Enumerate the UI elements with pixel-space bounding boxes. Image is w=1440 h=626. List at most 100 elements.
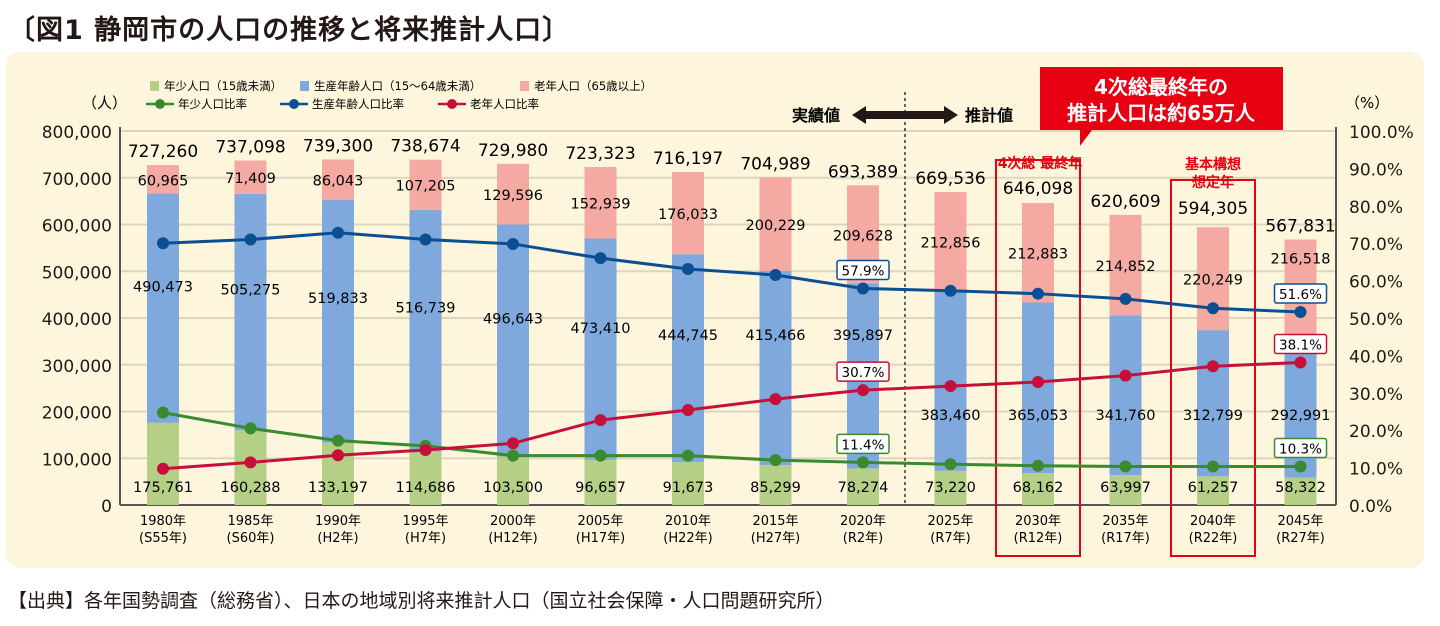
- highlight-box-2030: [995, 159, 1081, 557]
- young-value-label: 68,162: [1013, 480, 1064, 496]
- old-value-label: 220,249: [1183, 273, 1243, 289]
- y2-tick-label: 20.0%: [1349, 422, 1403, 442]
- legend-label: 老年人口（65歳以上）: [534, 79, 652, 93]
- bar-segment: [1109, 475, 1142, 505]
- x-tick-label: 2020年: [840, 514, 886, 529]
- old-value-label: 60,965: [138, 173, 189, 189]
- young-value-label: 96,657: [575, 480, 626, 496]
- x-tick-sublabel: (R7年): [930, 531, 970, 546]
- x-tick-label: 2005年: [577, 514, 623, 529]
- legend-label: 年少人口（15歳未満）: [164, 79, 282, 93]
- old-value-label: 152,939: [571, 197, 631, 213]
- old-value-label: 214,852: [1096, 259, 1156, 275]
- callout-pointer: [1080, 130, 1092, 146]
- young-value-label: 73,220: [925, 480, 976, 496]
- legend-swatch: [150, 81, 159, 91]
- ratio-point: [682, 449, 694, 462]
- ratio-point: [857, 384, 869, 397]
- x-tick-sublabel: (R17年): [1101, 531, 1150, 546]
- legend-label: 生産年齢人口比率: [312, 97, 404, 111]
- working-value-label: 395,897: [833, 328, 893, 344]
- ratio-highlight-label: 51.6%: [1279, 287, 1322, 303]
- bar-segment: [234, 193, 267, 431]
- bar-segment: [497, 224, 529, 457]
- total-label: 704,989: [740, 154, 810, 174]
- legend-label: 年少人口比率: [178, 97, 247, 111]
- x-tick-sublabel: (H17年): [576, 531, 625, 546]
- x-tick-label: 2010年: [665, 514, 711, 529]
- bar-segment: [934, 191, 967, 292]
- ratio-line: [162, 411, 1301, 468]
- total-label: 716,197: [653, 149, 723, 169]
- young-value-label: 175,761: [133, 480, 193, 496]
- bar-segment: [584, 238, 617, 460]
- x-tick-sublabel: (S55年): [139, 531, 187, 546]
- ratio-point: [157, 237, 169, 250]
- young-value-label: 78,274: [838, 480, 889, 496]
- bar-segment: [147, 165, 179, 194]
- ratio-point: [507, 437, 519, 450]
- total-label: 737,098: [215, 137, 285, 157]
- y2-tick-label: 80.0%: [1349, 198, 1403, 218]
- total-label: 594,305: [1178, 199, 1248, 219]
- bar-segment: [759, 270, 792, 466]
- bar-segment: [759, 465, 792, 505]
- young-value-label: 103,500: [483, 480, 543, 496]
- ratio-line: [162, 231, 1301, 314]
- young-value-label: 63,997: [1100, 480, 1151, 496]
- bar-segment: [322, 159, 354, 200]
- ratio-point: [1207, 460, 1219, 473]
- ratio-point: [332, 226, 344, 239]
- ratio-point: [1032, 375, 1044, 388]
- x-tick-label: 2030年: [1015, 514, 1061, 529]
- x-tick-sublabel: (S60年): [227, 531, 275, 546]
- ratio-point: [1119, 292, 1132, 305]
- ratio-point: [244, 233, 257, 246]
- ratio-point: [1294, 460, 1307, 473]
- bar-segment: [234, 160, 267, 194]
- working-value-label: 505,275: [221, 282, 281, 298]
- ratio-highlight-label: 10.3%: [1279, 441, 1322, 457]
- young-value-label: 61,257: [1188, 480, 1239, 496]
- x-tick-label: 2025年: [927, 514, 973, 529]
- ratio-highlight-box: [1273, 437, 1328, 459]
- bar-segment: [497, 163, 529, 225]
- bar-segment: [672, 462, 704, 505]
- ratio-point: [857, 282, 869, 295]
- box-2030-label: 4次総 最終年: [998, 155, 1083, 172]
- x-tick-sublabel: (H12年): [488, 531, 537, 546]
- y-tick-label: 800,000: [42, 123, 112, 143]
- ratio-point: [332, 434, 344, 447]
- y2-tick-label: 10.0%: [1349, 460, 1403, 480]
- total-label: 729,980: [478, 141, 548, 161]
- ratio-highlight-box: [1273, 283, 1328, 304]
- young-value-label: 91,673: [663, 480, 714, 496]
- ratio-point: [332, 449, 344, 462]
- total-label: 567,831: [1265, 217, 1335, 237]
- x-tick-label: 2045年: [1277, 514, 1323, 529]
- ratio-highlight-label: 57.9%: [842, 263, 885, 279]
- bar-segment: [1197, 476, 1229, 505]
- ratio-point: [244, 456, 257, 469]
- bar-segment: [1109, 315, 1142, 476]
- old-value-label: 209,628: [833, 228, 893, 244]
- old-value-label: 107,205: [396, 179, 456, 195]
- x-tick-label: 1980年: [140, 514, 186, 529]
- bar-segment: [759, 177, 792, 271]
- total-label: 669,536: [915, 169, 985, 189]
- bar-segment: [672, 171, 704, 255]
- ratio-point: [507, 449, 519, 462]
- old-value-label: 86,043: [313, 174, 364, 190]
- old-value-label: 216,518: [1271, 252, 1331, 268]
- x-tick-label: 2035年: [1102, 514, 1148, 529]
- ratio-highlight-box: [836, 433, 890, 455]
- ratio-point: [1032, 287, 1044, 300]
- x-tick-sublabel: (R2年): [843, 531, 883, 546]
- y2-tick-label: 90.0%: [1349, 160, 1403, 180]
- young-value-label: 114,686: [396, 480, 456, 496]
- y2-tick-label: 70.0%: [1349, 235, 1403, 255]
- x-tick-sublabel: (H7年): [405, 531, 446, 546]
- total-label: 646,098: [1003, 179, 1073, 199]
- callout-box: [1040, 67, 1283, 130]
- old-value-label: 129,596: [483, 188, 543, 204]
